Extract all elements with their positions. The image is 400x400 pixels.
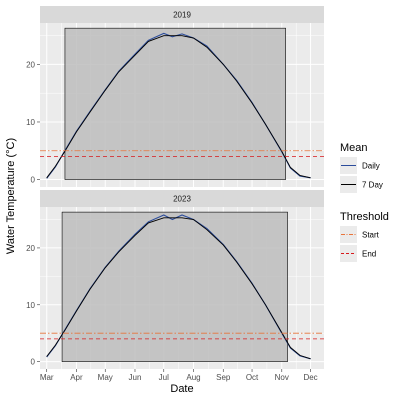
y-axis-title: Water Temperature (°C)	[5, 138, 17, 254]
legend-label: Start	[362, 231, 380, 240]
x-tick-label: Aug	[186, 373, 200, 382]
y-tick-label: 0	[31, 176, 36, 185]
series-line-7-day	[46, 217, 311, 360]
facet-strip	[40, 6, 324, 23]
legend-mean: Mean Daily 7 Day	[340, 142, 383, 193]
x-tick-label: Dec	[303, 373, 317, 382]
x-tick-label: Sep	[216, 373, 231, 382]
x-tick-label: Jun	[129, 373, 142, 382]
legend-threshold: Threshold Start End	[340, 211, 389, 262]
x-tick-label: May	[98, 373, 113, 382]
series-group	[46, 32, 311, 179]
legend-label: 7 Day	[362, 181, 383, 190]
legend-title: Mean	[340, 142, 368, 154]
legend-label: End	[362, 250, 376, 259]
legend-title: Threshold	[340, 211, 389, 223]
x-tick-label: Nov	[275, 373, 289, 382]
x-axis: Mar Apr May Jun Jul Aug Sep Oct Nov Dec	[40, 369, 318, 382]
facet-strip-label: 2019	[173, 11, 191, 20]
panel-2023: 2023 0 10 20	[26, 190, 324, 369]
series-group	[46, 214, 311, 360]
y-tick-label: 10	[26, 118, 35, 127]
facet-panels: 2019 0 10 20 2023 0 10 20	[26, 6, 324, 369]
x-tick-label: Oct	[246, 373, 259, 382]
y-axis: 0 10 20	[26, 244, 40, 367]
y-tick-label: 20	[26, 244, 35, 253]
legends: Mean Daily 7 Day Threshold Start End	[340, 142, 389, 262]
y-tick-label: 10	[26, 301, 35, 310]
y-tick-label: 0	[31, 358, 36, 367]
facet-strip-label: 2023	[173, 195, 191, 204]
facet-strip	[40, 190, 324, 207]
x-tick-label: Jul	[159, 373, 169, 382]
panel-2019: 2019 0 10 20	[26, 6, 324, 187]
y-tick-label: 20	[26, 60, 35, 69]
season-rectangle	[61, 211, 288, 362]
legend-label: Daily	[362, 162, 380, 171]
season-rectangle	[64, 27, 286, 180]
x-tick-label: Mar	[40, 373, 54, 382]
series-line-7-day	[46, 35, 311, 179]
x-axis-title: Date	[170, 383, 193, 395]
y-axis: 0 10 20	[26, 60, 40, 185]
legend-key	[340, 226, 357, 243]
x-tick-label: Apr	[70, 373, 83, 382]
